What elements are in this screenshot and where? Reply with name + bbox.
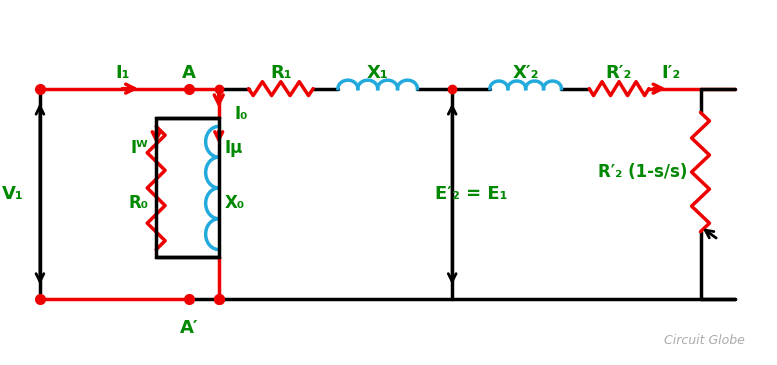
Text: E′₂ = E₁: E′₂ = E₁ [435, 185, 507, 203]
Bar [156, 118, 219, 257]
Text: I₁: I₁ [115, 64, 130, 82]
Text: R₁: R₁ [270, 64, 291, 82]
Text: X₀: X₀ [225, 194, 245, 212]
Text: V₁: V₁ [2, 185, 24, 203]
Text: R₀: R₀ [128, 194, 148, 212]
Text: A: A [182, 64, 196, 82]
Text: X′₂: X′₂ [513, 64, 539, 82]
Text: Iᵂ: Iᵂ [131, 139, 148, 157]
Text: R′₂ (1-s/s): R′₂ (1-s/s) [598, 163, 688, 181]
Text: X₁: X₁ [367, 64, 388, 82]
Text: Iμ: Iμ [225, 139, 243, 157]
Text: A′: A′ [179, 319, 198, 337]
Text: R′₂: R′₂ [606, 64, 632, 82]
Text: I₀: I₀ [235, 105, 248, 123]
Text: Circuit Globe: Circuit Globe [664, 334, 745, 347]
Text: I′₂: I′₂ [661, 64, 681, 82]
